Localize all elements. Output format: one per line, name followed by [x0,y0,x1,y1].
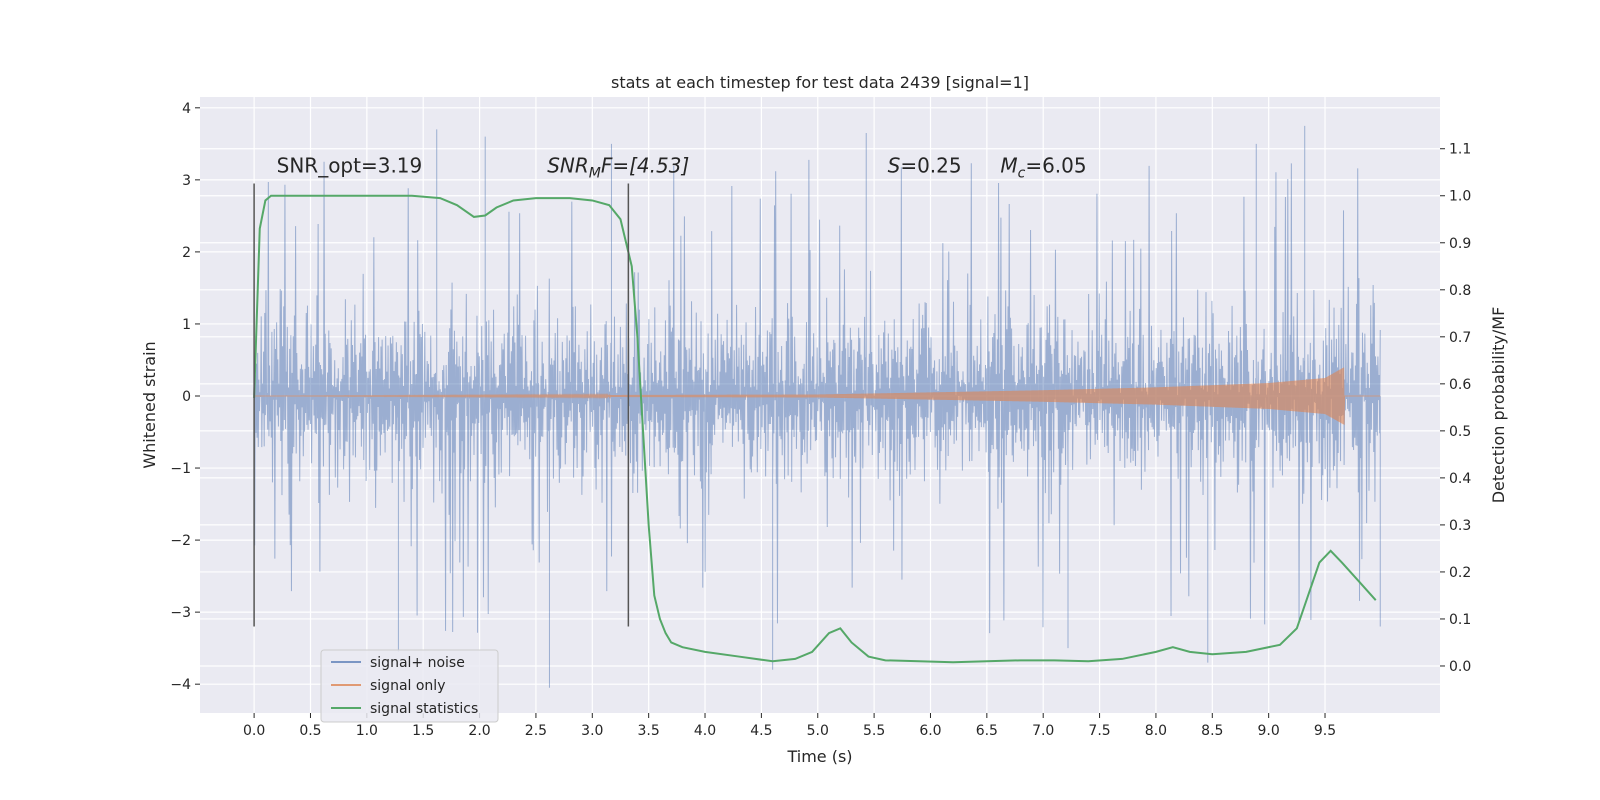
y-tick-label: −2 [170,533,191,549]
y-tick-label: −4 [170,677,191,693]
legend-label-signal-statistics: signal statistics [370,701,478,717]
x-tick-label: 3.5 [638,723,660,739]
y2-tick-label: 0.1 [1449,612,1471,628]
y-tick-label: 2 [182,245,191,261]
x-axis-title: Time (s) [786,747,852,766]
y2-tick-label: 0.3 [1449,518,1471,534]
x-tick-label: 5.0 [807,723,829,739]
y2-tick-label: 0.8 [1449,283,1471,299]
x-tick-label: 0.0 [243,723,265,739]
y2-tick-label: 0.4 [1449,471,1471,487]
s-annotation: S=0.25 [888,154,962,178]
y2-tick-label: 0.9 [1449,236,1471,252]
y2-axis-title: Detection probability/MF [1489,307,1508,504]
annotations: SNR_opt=3.19 SNRMF=[4.53] S=0.25 Mc=6.05 [277,154,1087,182]
y2-tick-label: 1.1 [1449,142,1471,158]
x-tick-label: 2.5 [525,723,547,739]
y-tick-label: 0 [182,389,191,405]
legend-label-signal-noise: signal+ noise [370,655,465,671]
legend-box [320,649,499,723]
x-tick-label: 8.5 [1201,723,1223,739]
y-tick-label: 4 [182,101,191,117]
x-tick-label: 4.0 [694,723,716,739]
x-tick-label: 7.5 [1088,723,1110,739]
x-tick-label: 9.0 [1258,723,1280,739]
x-tick-label: 2.0 [468,723,490,739]
y-tick-label: −1 [170,461,191,477]
x-tick-label: 0.5 [299,723,321,739]
y2-tick-label: 0.6 [1449,377,1471,393]
y2-tick-label: 0.0 [1449,659,1471,675]
x-tick-label: 7.0 [1032,723,1054,739]
chirp-mass-annotation: Mc=6.05 [1000,154,1086,182]
y-tick-label: 3 [182,173,191,189]
y2-tick-label: 0.5 [1449,424,1471,440]
series-layer [253,125,1381,688]
x-tick-label: 9.5 [1314,723,1336,739]
x-tick-label: 6.5 [976,723,998,739]
x-tick-label: 8.0 [1145,723,1167,739]
x-tick-label: 1.0 [356,723,378,739]
snr-opt-annotation: SNR_opt=3.19 [277,154,423,178]
axes: 0.0 0.5 1.0 1.5 2.0 2.5 3.0 3.5 4.0 4.5 5.0 5.5 6.0 6… [170,101,1471,739]
series-signal-only-line [254,367,1381,425]
y-axis-title: Whitened strain [140,341,159,468]
y2-tick-label: 0.7 [1449,330,1471,346]
x-tick-label: 6.0 [919,723,941,739]
y2-tick-label: 0.2 [1449,565,1471,581]
x-tick-label: 4.5 [750,723,772,739]
series-signal-statistics-line [253,194,1377,664]
y-tick-label: 1 [182,317,191,333]
x-tick-label: 5.5 [863,723,885,739]
x-tick-label: 1.5 [412,723,434,739]
snr-mf-annotation: SNRMF=[4.53] [547,154,689,182]
x-tick-label: 3.0 [581,723,603,739]
series-signal-noise-line [253,125,1381,688]
y-tick-label: −3 [170,605,191,621]
chart-title: stats at each timestep for test data 243… [611,73,1029,92]
y2-tick-label: 1.0 [1449,189,1471,205]
legend: signal+ noise signal only signal statist… [320,649,499,723]
legend-label-signal-only: signal only [370,678,445,694]
